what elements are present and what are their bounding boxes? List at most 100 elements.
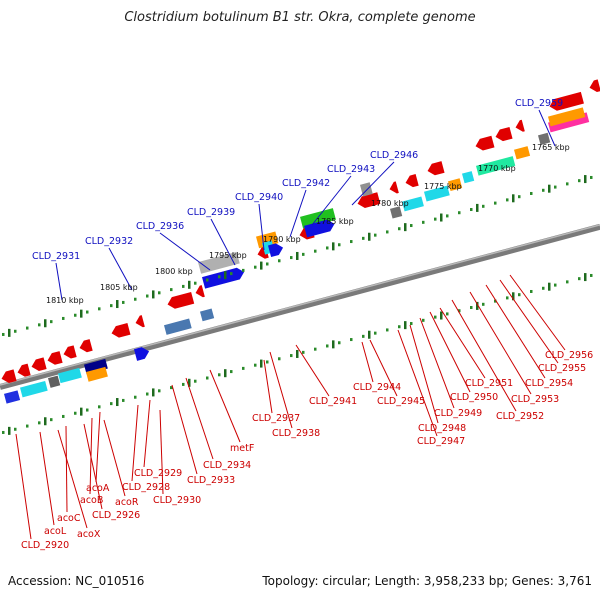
upper-ruler-dot	[26, 326, 29, 330]
fwd-leader	[311, 175, 352, 226]
gene-feature	[515, 119, 525, 132]
upper-ruler-dot	[482, 204, 485, 208]
upper-ruler-dot	[386, 230, 389, 234]
gene-feature	[427, 161, 445, 176]
gene-feature	[549, 91, 584, 111]
lower-ruler-dot	[98, 405, 101, 409]
upper-ruler-dot	[278, 259, 281, 263]
upper-ruler-dot	[242, 268, 245, 272]
gene-box	[389, 206, 403, 219]
gene-feature	[48, 375, 61, 388]
gene-feature	[405, 174, 419, 188]
gene-arrow	[427, 161, 445, 176]
reverse-gene-label: CLD_2930	[153, 495, 201, 506]
gene-box	[300, 208, 336, 229]
gene-feature	[514, 146, 531, 160]
lower-ruler-tick	[476, 301, 479, 310]
reverse-gene-label: CLD_2920	[21, 540, 69, 551]
forward-gene-label: CLD_2932	[85, 236, 133, 247]
gene-feature	[79, 339, 93, 353]
forward-gene-label: CLD_2940	[235, 192, 283, 203]
forward-gene-label: CLD_2942	[282, 178, 330, 189]
upper-ruler-dot	[422, 220, 425, 224]
gene-feature	[538, 132, 551, 146]
lower-ruler-dot	[278, 357, 281, 361]
upper-ruler-dot	[434, 217, 437, 221]
forward-gene-label: CLD_2931	[32, 251, 80, 262]
upper-ruler-dot	[290, 256, 293, 260]
gene-feature	[389, 181, 399, 194]
reverse-gene-label: acoB	[80, 495, 103, 506]
gene-feature	[86, 366, 108, 382]
gene-box	[57, 367, 82, 384]
gene-arrow	[304, 219, 335, 238]
upper-ruler-tick	[224, 271, 227, 280]
lower-ruler-dot	[206, 376, 209, 380]
upper-ruler-dot	[554, 185, 557, 189]
upper-ruler-dot	[206, 278, 209, 282]
fwd-leader	[289, 189, 307, 238]
upper-ruler-dot	[338, 243, 341, 247]
rev-leader	[485, 284, 546, 379]
rev-leader	[263, 359, 273, 414]
lower-ruler-dot	[314, 347, 317, 351]
reverse-gene-label: acoC	[57, 513, 81, 524]
gene-feature	[57, 367, 82, 384]
upper-ruler-tick	[332, 242, 335, 251]
reverse-gene-label: CLD_2951	[465, 378, 513, 389]
upper-ruler-dot	[362, 236, 365, 240]
gene-box	[514, 146, 531, 160]
lower-ruler-dot	[518, 293, 521, 297]
upper-ruler-tick	[512, 194, 515, 203]
scale-ruler	[2, 175, 593, 435]
lower-ruler-dot	[326, 344, 329, 348]
label-lines	[15, 109, 566, 540]
upper-ruler-dot	[230, 272, 233, 276]
gene-feature	[167, 291, 195, 309]
rev-leader	[15, 433, 32, 540]
forward-gene-label: CLD_2939	[187, 207, 235, 218]
gene-feature	[47, 351, 63, 365]
gene-arrow	[134, 347, 150, 361]
lower-ruler-dot	[50, 418, 53, 422]
lower-ruler-dot	[494, 299, 497, 303]
rev-leader	[295, 344, 330, 397]
rev-leader	[159, 409, 164, 495]
reverse-gene-label: CLD_2947	[417, 436, 465, 447]
upper-ruler-dot	[266, 262, 269, 266]
lower-ruler-dot	[110, 402, 113, 406]
upper-ruler-dot	[374, 233, 377, 237]
scale-label: 1780 kbp	[371, 199, 409, 208]
rev-leader	[451, 299, 517, 412]
reverse-gene-label: acoR	[115, 497, 139, 508]
rev-leader	[361, 341, 374, 383]
gene-arrow	[135, 315, 145, 328]
upper-ruler-tick	[188, 280, 191, 289]
rev-leader	[83, 423, 103, 510]
upper-ruler-dot	[254, 265, 257, 269]
lower-ruler-dot	[350, 338, 353, 342]
upper-ruler-dot	[542, 188, 545, 192]
genome-summary: Topology: circular; Length: 3,958,233 bp…	[262, 574, 592, 588]
reverse-gene-label: CLD_2955	[538, 363, 586, 374]
upper-ruler-dot	[14, 329, 17, 333]
upper-ruler-dot	[98, 307, 101, 311]
gene-feature	[31, 357, 47, 372]
reverse-gene-label: CLD_2954	[525, 378, 573, 389]
upper-ruler-dot	[194, 281, 197, 285]
rev-leader	[429, 311, 471, 393]
upper-ruler-dot	[170, 288, 173, 292]
upper-ruler-dot	[110, 304, 113, 308]
gene-feature	[548, 107, 586, 127]
gene-feature	[63, 345, 77, 359]
gene-box	[84, 358, 108, 375]
lower-ruler-tick	[368, 330, 371, 339]
lower-ruler-dot	[74, 411, 77, 415]
reverse-gene-label: acoA	[86, 483, 110, 494]
rev-leader	[143, 399, 151, 468]
reverse-gene-label: CLD_2937	[252, 413, 300, 424]
fwd-leader	[210, 218, 236, 266]
gene-feature	[402, 196, 424, 212]
upper-ruler-dot	[410, 224, 413, 228]
lower-ruler-dot	[338, 341, 341, 345]
